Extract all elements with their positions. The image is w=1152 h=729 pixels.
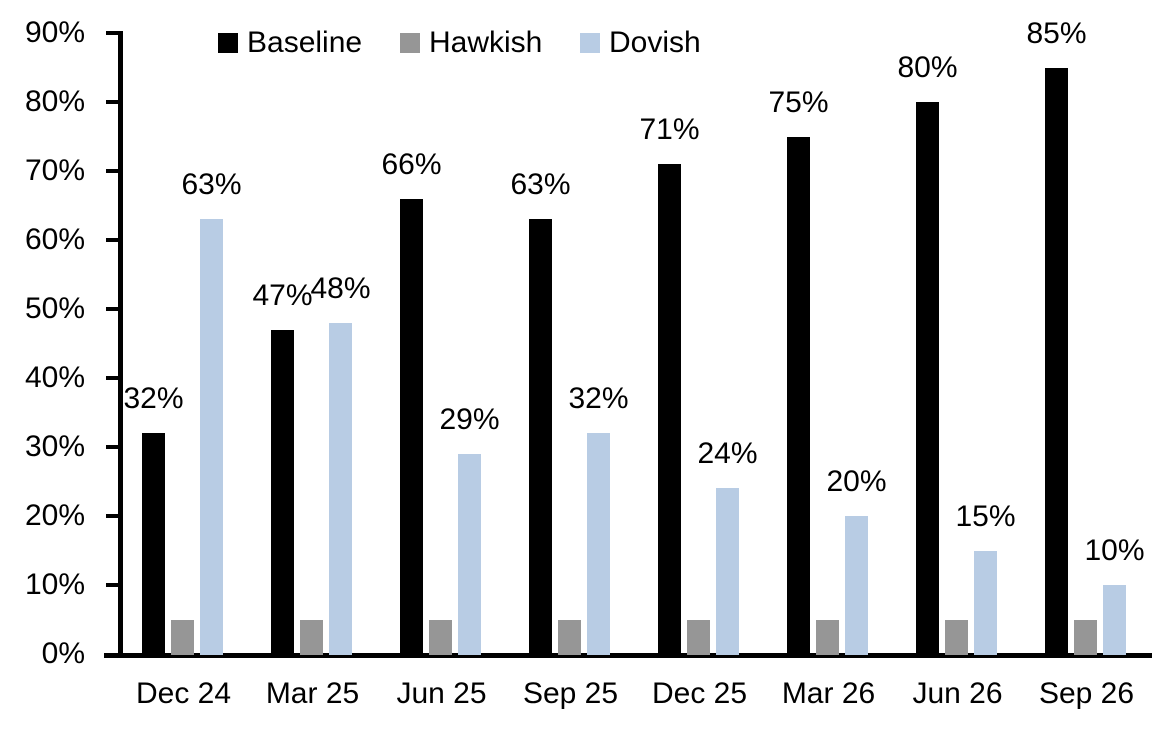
bar-baseline-sep-25	[529, 219, 552, 655]
bar-dovish-jun-26	[974, 550, 997, 655]
y-tick	[106, 514, 118, 518]
bar-hawkish-mar-26	[816, 619, 839, 655]
x-label-dec-24: Dec 24	[135, 677, 232, 710]
data-label-baseline-jun-25: 66%	[381, 147, 442, 181]
data-label-baseline-mar-26: 75%	[768, 85, 829, 119]
y-tick	[106, 31, 118, 35]
y-tick-label-80-: 80%	[24, 85, 85, 118]
y-tick	[106, 100, 118, 104]
bar-baseline-sep-26	[1045, 67, 1068, 655]
y-tick-label-20-: 20%	[24, 499, 85, 532]
legend-swatch-hawkish	[400, 33, 420, 53]
bar-baseline-dec-25	[658, 164, 681, 655]
legend-swatch-dovish	[580, 33, 600, 53]
x-label-sep-26: Sep 26	[1038, 677, 1135, 710]
y-tick-label-10-: 10%	[24, 568, 85, 601]
bar-hawkish-mar-25	[300, 619, 323, 655]
x-label-jun-26: Jun 26	[912, 677, 1003, 710]
data-label-dovish-dec-25: 24%	[697, 437, 758, 471]
data-label-baseline-sep-26: 85%	[1026, 16, 1087, 50]
y-tick	[106, 445, 118, 449]
x-label-mar-26: Mar 26	[781, 677, 876, 710]
y-tick-label-30-: 30%	[24, 430, 85, 463]
bar-hawkish-jun-26	[945, 619, 968, 655]
y-axis-line	[118, 31, 123, 658]
data-label-dovish-sep-26: 10%	[1084, 534, 1145, 567]
data-label-baseline-mar-25: 47%	[252, 278, 313, 312]
bar-hawkish-sep-26	[1074, 619, 1097, 655]
bar-dovish-dec-25	[716, 488, 739, 655]
legend-label-dovish: Dovish	[609, 26, 701, 59]
bar-hawkish-jun-25	[429, 619, 452, 655]
x-label-mar-25: Mar 25	[265, 677, 360, 710]
y-tick	[106, 376, 118, 380]
data-label-dovish-jun-26: 15%	[955, 499, 1016, 533]
legend-item-baseline: Baseline	[218, 25, 362, 61]
y-tick	[106, 169, 118, 173]
data-label-dovish-sep-25: 32%	[568, 382, 629, 416]
bar-hawkish-dec-24	[171, 619, 194, 655]
y-tick-label-90-: 90%	[24, 16, 85, 49]
legend-item-hawkish: Hawkish	[400, 25, 542, 61]
y-tick	[106, 238, 118, 242]
chart-legend: Baseline Hawkish Dovish	[0, 0, 1152, 70]
legend-label-baseline: Baseline	[247, 26, 363, 59]
bar-baseline-mar-26	[787, 136, 810, 655]
bar-dovish-mar-25	[329, 322, 352, 655]
bar-baseline-jun-26	[916, 102, 939, 655]
bar-baseline-jun-25	[400, 198, 423, 655]
y-tick-label-40-: 40%	[24, 361, 85, 394]
y-tick-label-60-: 60%	[24, 223, 85, 256]
bar-baseline-mar-25	[271, 329, 294, 655]
legend-swatch-baseline	[218, 33, 238, 53]
bar-dovish-mar-26	[845, 516, 868, 655]
bar-hawkish-dec-25	[687, 619, 710, 655]
legend-label-hawkish: Hawkish	[429, 26, 543, 59]
bar-dovish-dec-24	[200, 219, 223, 655]
y-tick	[106, 583, 118, 587]
y-tick-label-50-: 50%	[24, 292, 85, 325]
data-label-dovish-mar-25: 48%	[310, 271, 371, 305]
data-label-baseline-dec-25: 71%	[639, 113, 700, 147]
data-label-baseline-jun-26: 80%	[897, 51, 958, 84]
y-tick-label-0-: 0%	[41, 637, 85, 670]
x-label-dec-25: Dec 25	[651, 677, 748, 710]
x-label-sep-25: Sep 25	[522, 677, 619, 710]
data-label-dovish-jun-25: 29%	[439, 402, 500, 436]
data-label-dovish-mar-26: 20%	[826, 465, 887, 498]
bar-dovish-sep-26	[1103, 585, 1126, 655]
y-tick	[106, 307, 118, 311]
data-label-baseline-sep-25: 63%	[510, 168, 571, 202]
x-axis-line	[104, 653, 1152, 658]
x-label-jun-25: Jun 25	[396, 677, 487, 710]
bar-hawkish-sep-25	[558, 619, 581, 655]
legend-item-dovish: Dovish	[580, 25, 701, 61]
bar-dovish-jun-25	[458, 453, 481, 655]
data-label-dovish-dec-24: 63%	[181, 168, 242, 202]
y-tick-label-70-: 70%	[24, 154, 85, 187]
bar-baseline-dec-24	[142, 433, 165, 655]
bar-dovish-sep-25	[587, 433, 610, 655]
data-label-baseline-dec-24: 32%	[123, 382, 184, 416]
